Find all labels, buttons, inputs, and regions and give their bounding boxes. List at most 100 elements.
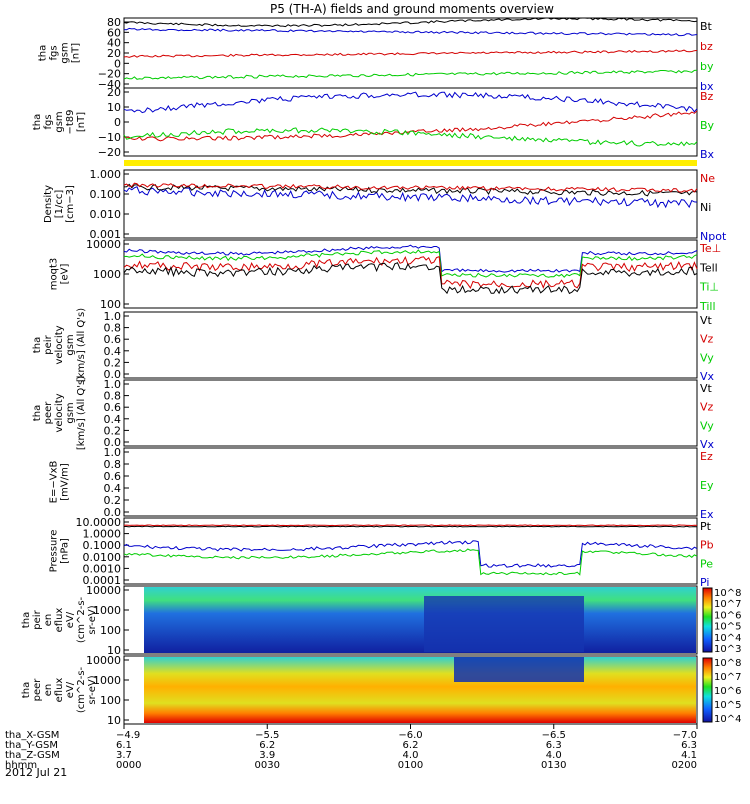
y-tick-label: 0.0100: [83, 551, 122, 564]
y-tick-label: 0.2: [104, 356, 122, 369]
series-by: [123, 69, 698, 80]
y-tick-label: 0.0001: [83, 574, 122, 587]
y-axis-label-line: sr-eV): [87, 605, 98, 634]
legend-entry: Ey: [700, 479, 714, 492]
y-axis-label: tha peir velocity gsm [km/s] (All Q's): [32, 308, 87, 382]
series-pt: [124, 525, 698, 528]
legend-entry: Bx: [700, 148, 715, 161]
y-axis-label-line: eflux: [54, 608, 65, 633]
y-axis-label-line: [nPa]: [60, 538, 71, 564]
panel-frame: [123, 311, 698, 379]
legend-entry: Till: [699, 300, 716, 313]
y-axis-label-line: gsm: [60, 42, 71, 63]
y-tick-label: 0.8: [104, 458, 122, 471]
y-tick-label: −40: [98, 78, 121, 91]
y-axis-label-line: tha: [32, 337, 43, 353]
x-tick-label: 0030: [255, 760, 280, 771]
colorbar-label: 10^5: [714, 700, 741, 711]
legend-entry: Npot: [700, 230, 727, 243]
series-npot: [123, 186, 698, 209]
y-tick-label: 1.0: [104, 310, 122, 323]
series-till: [123, 244, 698, 273]
colorbar: [702, 587, 713, 653]
y-tick-label: 0.4: [104, 482, 122, 495]
y-axis-label-line: [1/cc]: [54, 190, 65, 219]
series-bx: [123, 27, 698, 37]
y-axis-label-line: eflux: [54, 678, 65, 703]
x-axis-row-label: tha_X-GSM: [5, 730, 59, 741]
y-axis-label-line: velocity: [54, 325, 65, 364]
x-tick-label: 0130: [541, 760, 566, 771]
y-tick-label: 1.0: [104, 378, 122, 391]
y-axis-label-line: [eV]: [60, 264, 71, 285]
y-axis-label-line: eV/: [65, 611, 76, 628]
y-tick-label: 0.001: [90, 228, 122, 241]
y-tick-label: −20: [98, 146, 121, 159]
colorbar-label: 10^5: [714, 622, 741, 633]
x-tick-label: 0200: [672, 760, 697, 771]
series-bz: [123, 49, 698, 58]
y-tick-label: 10: [107, 714, 121, 727]
colorbar-label: 10^6: [714, 610, 741, 621]
x-tick-label: 6.2: [259, 740, 275, 751]
y-axis-label: tha fgs gsm −t89 [nT]: [32, 109, 87, 134]
y-tick-label: 0.1000: [83, 539, 122, 552]
y-axis-label-line: peir: [43, 334, 54, 354]
legend-entry: By: [700, 119, 715, 132]
panel-frame: [123, 87, 698, 157]
y-axis-label-line: tha: [21, 682, 32, 698]
y-axis-label: tha fgs gsm [nT]: [38, 42, 82, 63]
y-axis-label-line: en: [43, 614, 54, 627]
y-axis-label: tha peer en eflux eV/(cm^2-s-sr-eV): [21, 666, 98, 713]
y-axis-label-line: [nT]: [76, 112, 87, 132]
y-tick-label: 0.6: [104, 401, 122, 414]
x-tick-label: 4.0: [403, 750, 419, 761]
legend-entry: Pe: [700, 557, 713, 570]
legend-entry: Ni: [700, 201, 711, 214]
y-axis-label-line: moqt3: [49, 258, 60, 291]
series-pe: [123, 548, 698, 576]
x-tick-label: 6.2: [403, 740, 419, 751]
y-axis-label-line: eV/: [65, 681, 76, 698]
x-axis-row-label: tha_Z-GSM: [5, 750, 60, 761]
series-by2: [123, 127, 698, 147]
panel-frame: [123, 239, 698, 309]
panel-frame: [123, 169, 698, 239]
y-axis-label-line: fgs: [43, 114, 54, 129]
y-axis-label: tha peer velocity gsm [km/s] (All Q's): [32, 376, 87, 450]
x-tick-label: 0100: [398, 760, 423, 771]
legend-entry: Te⊥: [699, 242, 721, 255]
y-tick-label: 1000: [93, 268, 121, 281]
colorbar-label: 10^8: [714, 588, 741, 599]
spectrogram-region: [454, 657, 584, 682]
y-tick-label: 0.6: [104, 333, 122, 346]
y-axis-label-line: tha: [32, 114, 43, 130]
legend-entry: bx: [700, 80, 714, 93]
y-tick-label: 0.0: [104, 436, 122, 449]
series-bx2: [123, 91, 698, 114]
x-axis-row-label: tha_Y-GSM: [5, 740, 58, 751]
y-tick-label: 0.8: [104, 322, 122, 335]
series-tell: [123, 262, 698, 295]
x-tick-label: −7.0: [673, 730, 697, 741]
y-axis-label-line: gsm: [65, 334, 76, 355]
series-bz2: [123, 110, 698, 142]
y-tick-label: 1000: [93, 674, 121, 687]
panel-frame: [123, 517, 698, 585]
series-ne: [123, 182, 698, 193]
series-pb: [123, 524, 698, 527]
y-tick-label: 1.0: [104, 446, 122, 459]
colorbar-label: 10^4: [714, 714, 741, 725]
y-axis-label-line: [cm−3]: [65, 185, 76, 223]
x-tick-label: 6.3: [681, 740, 697, 751]
y-axis-label-line: peer: [43, 401, 54, 425]
y-tick-label: 60: [107, 26, 121, 39]
series-pi: [123, 540, 698, 568]
panel-frame: [123, 17, 698, 89]
y-tick-label: 80: [107, 16, 121, 29]
y-axis-label-line: en: [43, 684, 54, 697]
y-axis-label-line: Density: [43, 185, 54, 223]
legend-entry: Tell: [699, 261, 718, 274]
x-tick-label: 4.0: [546, 750, 562, 761]
